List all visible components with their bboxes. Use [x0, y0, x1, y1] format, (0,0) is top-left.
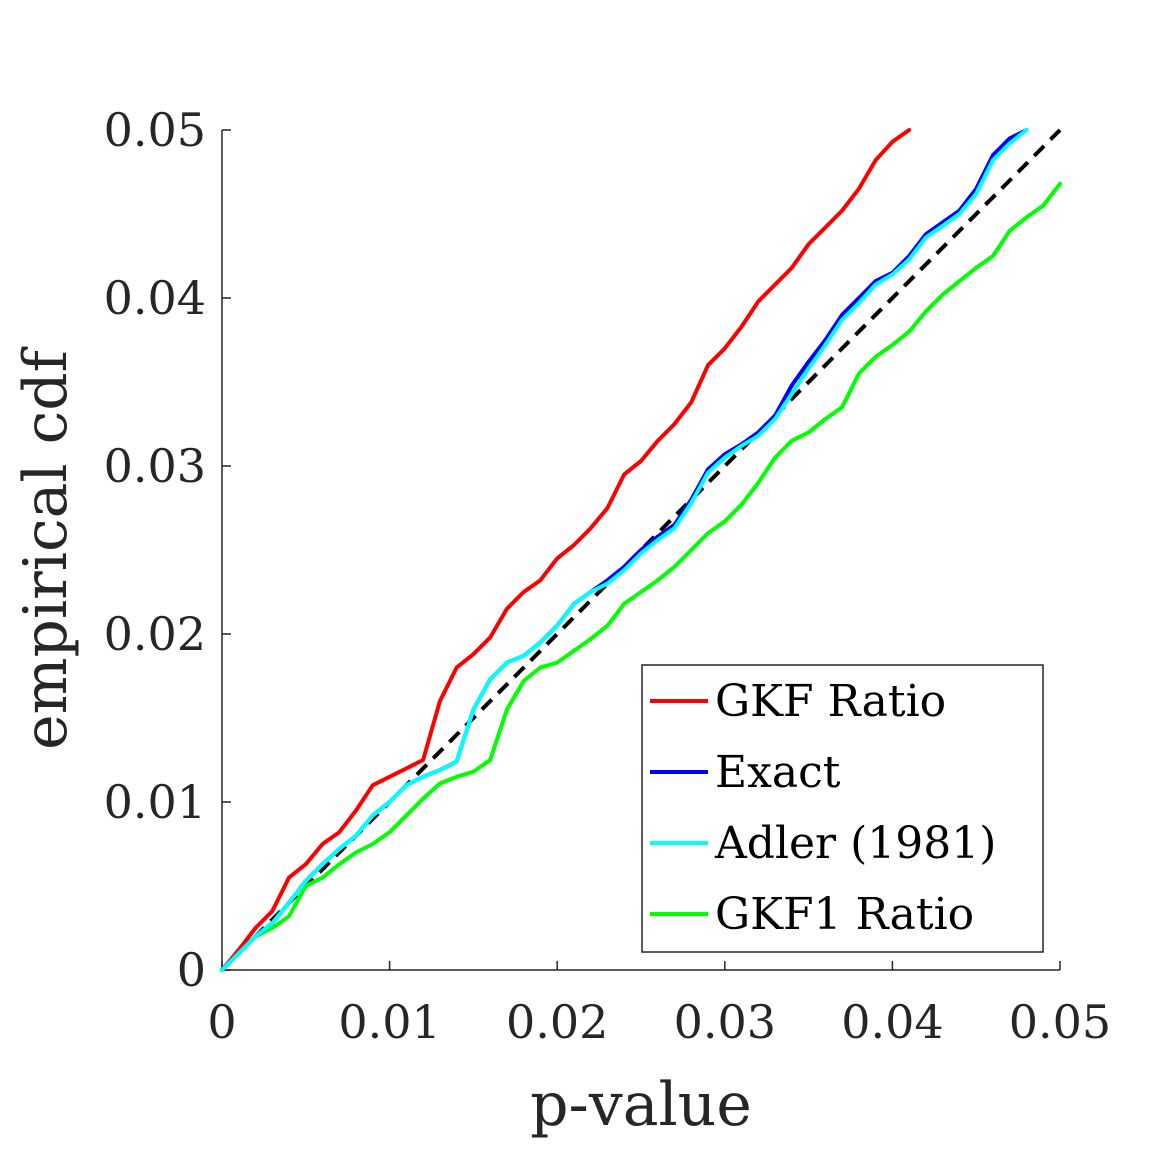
x-tick-label: 0.01 — [338, 995, 440, 1049]
y-tick-label: 0.02 — [104, 607, 206, 661]
legend: GKF Ratio Exact Adler (1981) GKF1 Ratio — [641, 664, 1044, 953]
series-line-gkf1-ratio — [220, 181, 1062, 972]
legend-label: Adler (1981) — [714, 818, 996, 869]
y-axis-title: empirical cdf — [11, 346, 81, 750]
y-tick-label: 0 — [177, 943, 206, 997]
y-tick-label: 0.03 — [104, 439, 206, 493]
x-axis-title: p-value — [530, 1070, 752, 1140]
x-tick-label: 0 — [207, 995, 236, 1049]
axes: 0 0.01 0.02 0.03 0.04 0.05 0 0.01 0.02 0.03 0.04 0.… — [104, 103, 1112, 1049]
x-tick-label: 0.02 — [506, 995, 608, 1049]
legend-label: GKF1 Ratio — [715, 889, 974, 940]
legend-label: Exact — [715, 747, 841, 798]
x-tick-label: 0.04 — [841, 995, 943, 1049]
y-tick-label: 0.04 — [104, 271, 206, 325]
series-line-adler-1981 — [220, 128, 1029, 972]
y-tick-label: 0.01 — [104, 775, 206, 829]
x-tick-label: 0.03 — [674, 995, 776, 1049]
legend-label: GKF Ratio — [715, 676, 946, 727]
y-tick-label: 0.05 — [104, 103, 206, 157]
legend-box — [641, 664, 1044, 953]
x-tick-label: 0.05 — [1009, 995, 1111, 1049]
series-layer — [220, 128, 1062, 972]
series-line-gkf-ratio — [220, 128, 912, 972]
